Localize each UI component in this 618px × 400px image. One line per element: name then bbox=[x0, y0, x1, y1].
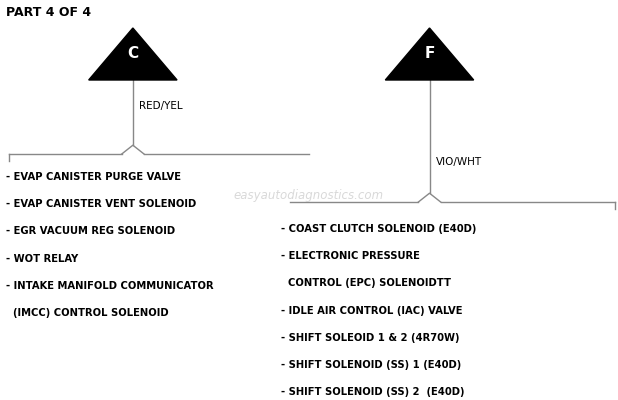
Text: - SHIFT SOLEOID 1 & 2 (4R70W): - SHIFT SOLEOID 1 & 2 (4R70W) bbox=[281, 333, 460, 343]
Text: F: F bbox=[425, 46, 434, 62]
Text: - EVAP CANISTER PURGE VALVE: - EVAP CANISTER PURGE VALVE bbox=[6, 172, 181, 182]
Text: - COAST CLUTCH SOLENOID (E40D): - COAST CLUTCH SOLENOID (E40D) bbox=[281, 224, 476, 234]
Text: VIO/WHT: VIO/WHT bbox=[436, 157, 482, 167]
Polygon shape bbox=[386, 28, 474, 80]
Text: - EGR VACUUM REG SOLENOID: - EGR VACUUM REG SOLENOID bbox=[6, 226, 176, 236]
Text: - SHIFT SOLENOID (SS) 2  (E40D): - SHIFT SOLENOID (SS) 2 (E40D) bbox=[281, 387, 465, 397]
Text: RED/YEL: RED/YEL bbox=[139, 101, 183, 111]
Text: C: C bbox=[127, 46, 138, 62]
Text: - INTAKE MANIFOLD COMMUNICATOR: - INTAKE MANIFOLD COMMUNICATOR bbox=[6, 281, 214, 291]
Text: easyautodiagnostics.com: easyautodiagnostics.com bbox=[234, 190, 384, 202]
Text: - IDLE AIR CONTROL (IAC) VALVE: - IDLE AIR CONTROL (IAC) VALVE bbox=[281, 306, 463, 316]
Text: PART 4 OF 4: PART 4 OF 4 bbox=[6, 6, 91, 19]
Text: - WOT RELAY: - WOT RELAY bbox=[6, 254, 78, 264]
Text: (IMCC) CONTROL SOLENOID: (IMCC) CONTROL SOLENOID bbox=[6, 308, 169, 318]
Text: - ELECTRONIC PRESSURE: - ELECTRONIC PRESSURE bbox=[281, 251, 420, 261]
Text: - SHIFT SOLENOID (SS) 1 (E40D): - SHIFT SOLENOID (SS) 1 (E40D) bbox=[281, 360, 462, 370]
Text: CONTROL (EPC) SOLENOIDTT: CONTROL (EPC) SOLENOIDTT bbox=[281, 278, 451, 288]
Text: - EVAP CANISTER VENT SOLENOID: - EVAP CANISTER VENT SOLENOID bbox=[6, 199, 197, 209]
Polygon shape bbox=[89, 28, 177, 80]
